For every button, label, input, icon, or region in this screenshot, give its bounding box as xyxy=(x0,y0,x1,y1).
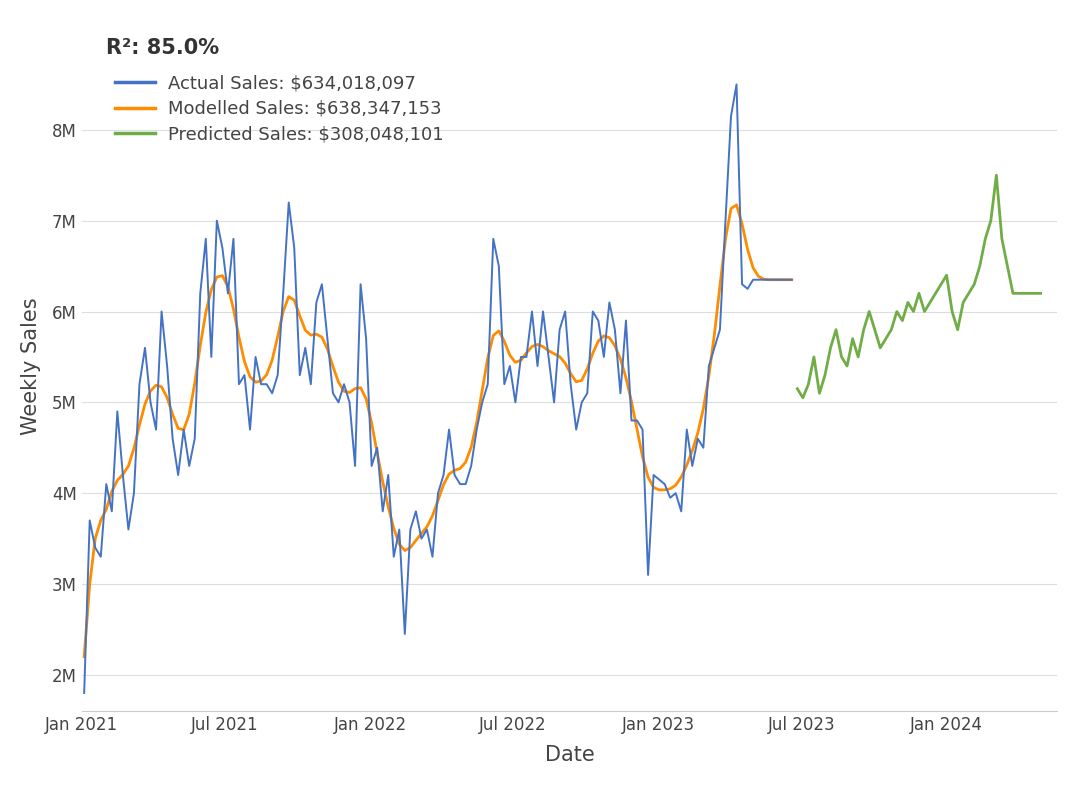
Legend: Actual Sales: $634,018,097, Modelled Sales: $638,347,153, Predicted Sales: $308,: Actual Sales: $634,018,097, Modelled Sal… xyxy=(115,75,443,143)
X-axis label: Date: Date xyxy=(544,745,594,765)
Text: R²: 85.0%: R²: 85.0% xyxy=(107,38,219,58)
Y-axis label: Weekly Sales: Weekly Sales xyxy=(20,297,41,435)
